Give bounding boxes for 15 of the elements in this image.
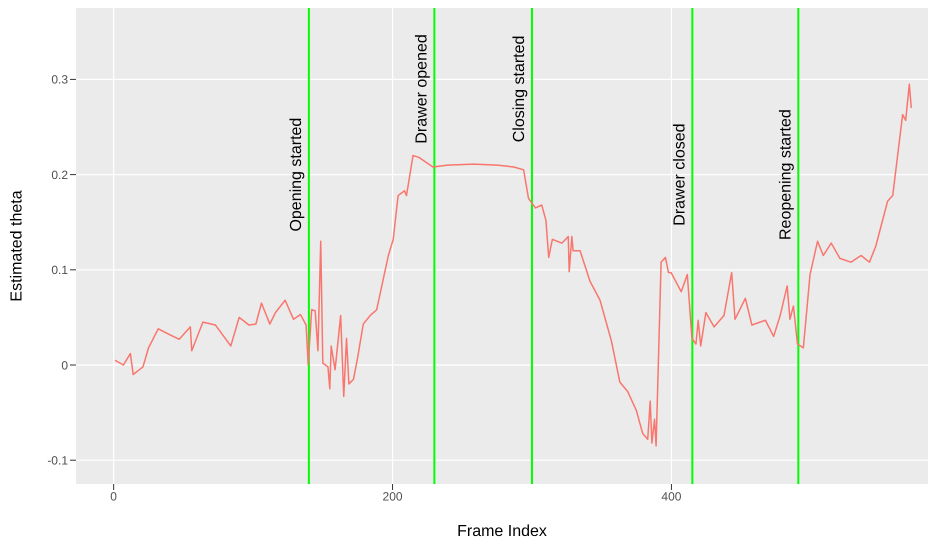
y-tick-label: 0 bbox=[61, 358, 68, 372]
x-tick-label: 0 bbox=[110, 490, 118, 504]
x-axis-title: Frame Index bbox=[457, 523, 547, 540]
annotation: Reopening started bbox=[777, 109, 794, 240]
y-tick-label: 0.2 bbox=[51, 168, 68, 182]
x-tick-label: 200 bbox=[382, 490, 403, 504]
annotation: Closing started bbox=[510, 36, 528, 142]
annotation: Drawer closed bbox=[671, 123, 688, 226]
y-tick-label: 0.3 bbox=[51, 72, 68, 87]
y-tick-label: -0.1 bbox=[47, 453, 68, 468]
y-axis-title: Estimated theta bbox=[8, 190, 26, 302]
annotation: Drawer opened bbox=[413, 34, 430, 144]
annotation: Opening started bbox=[288, 118, 305, 232]
x-tick-label: 400 bbox=[661, 490, 682, 504]
y-tick-label: 0.1 bbox=[51, 263, 68, 278]
